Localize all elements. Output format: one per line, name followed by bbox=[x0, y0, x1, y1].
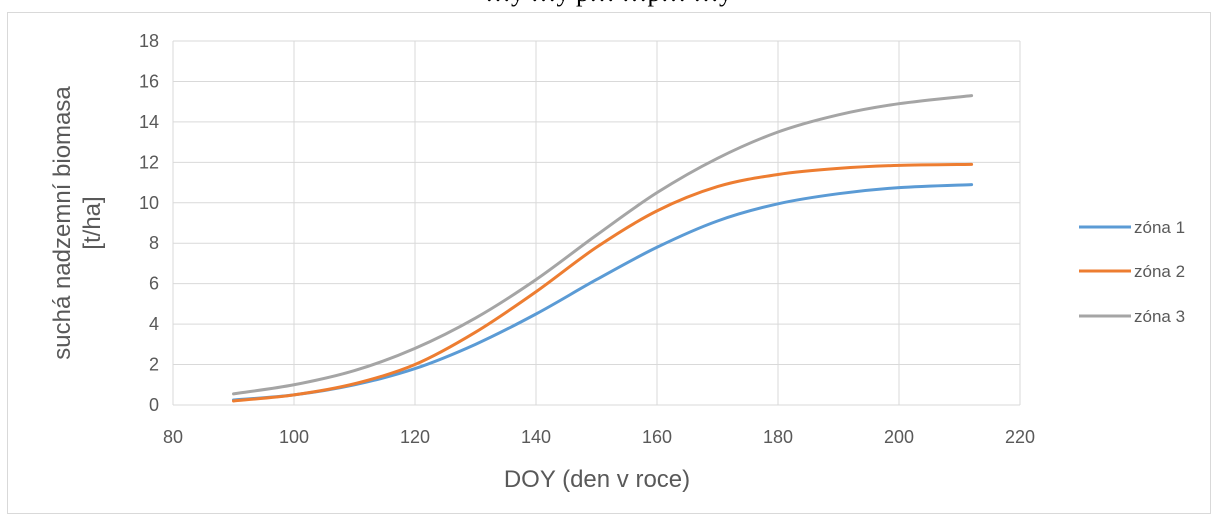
x-axis-title: DOY (den v roce) bbox=[504, 466, 690, 493]
legend-label-zona-3: zóna 3 bbox=[1134, 307, 1185, 326]
x-axis-ticks: 80 100 120 140 160 180 200 220 bbox=[163, 427, 1035, 447]
x-tick-label: 180 bbox=[763, 427, 793, 447]
y-tick-label: 0 bbox=[149, 395, 159, 415]
x-tick-label: 120 bbox=[400, 427, 430, 447]
x-tick-label: 140 bbox=[521, 427, 551, 447]
y-tick-label: 10 bbox=[139, 193, 159, 213]
y-tick-label: 18 bbox=[139, 31, 159, 51]
y-tick-label: 2 bbox=[149, 355, 159, 375]
legend-label-zona-1: zóna 1 bbox=[1134, 218, 1185, 237]
y-tick-label: 6 bbox=[149, 274, 159, 294]
legend-label-zona-2: zóna 2 bbox=[1134, 262, 1185, 281]
chart-area bbox=[7, 12, 1211, 514]
y-axis-title-line-1: suchá nadzemní biomasa bbox=[49, 86, 76, 360]
gridlines bbox=[172, 40, 1021, 406]
series-line-zona-2 bbox=[232, 162, 974, 403]
x-tick-label: 80 bbox=[163, 427, 183, 447]
y-axis-title-line-2: [t/ha] bbox=[79, 196, 106, 249]
cut-off-caption: …y …y p… …p… …y bbox=[0, 0, 1217, 8]
y-tick-label: 8 bbox=[149, 233, 159, 253]
x-tick-label: 200 bbox=[884, 427, 914, 447]
series-line-zona-1 bbox=[232, 183, 974, 402]
y-tick-label: 16 bbox=[139, 71, 159, 91]
y-axis-ticks: 0 2 4 6 8 10 12 14 16 18 bbox=[139, 31, 159, 415]
y-tick-label: 4 bbox=[149, 314, 159, 334]
y-tick-label: 14 bbox=[139, 112, 159, 132]
x-tick-label: 160 bbox=[642, 427, 672, 447]
data-series bbox=[232, 94, 974, 403]
y-tick-label: 12 bbox=[139, 152, 159, 172]
x-tick-label: 100 bbox=[279, 427, 309, 447]
series-line-zona-3 bbox=[232, 94, 974, 396]
y-axis-title: suchá nadzemní biomasa [t/ha] bbox=[49, 86, 106, 360]
legend: zóna 1 zóna 2 zóna 3 bbox=[1079, 218, 1185, 326]
x-tick-label: 220 bbox=[1005, 427, 1035, 447]
